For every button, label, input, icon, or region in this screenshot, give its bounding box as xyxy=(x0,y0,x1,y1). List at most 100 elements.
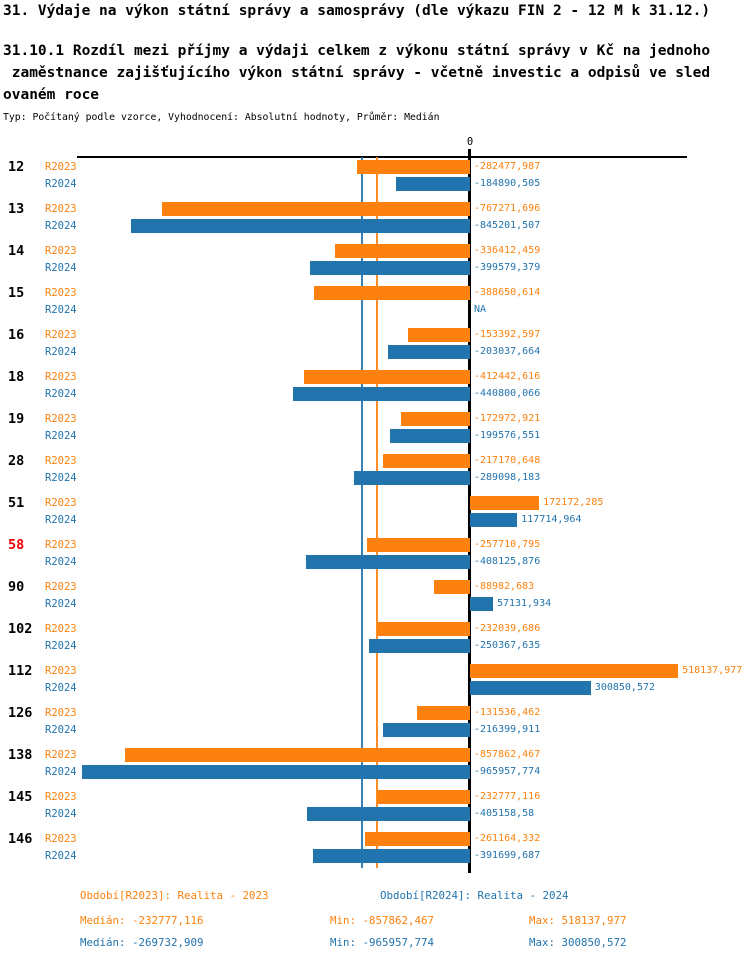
bar-r2023 xyxy=(366,538,470,552)
category-label: 146 xyxy=(8,831,33,847)
max-stat-r2023: Max: 518137,977 xyxy=(529,914,627,927)
value-label-r2024: -405158,58 xyxy=(474,808,535,819)
median-line-r2024 xyxy=(360,157,363,868)
series-label-r2024: R2024 xyxy=(45,514,77,526)
value-label-r2023: -131536,462 xyxy=(474,707,541,718)
bar-r2023 xyxy=(356,160,470,174)
series-label-r2023: R2023 xyxy=(45,833,77,845)
series-label-r2024: R2024 xyxy=(45,640,77,652)
meta-line: Typ: Počítaný podle vzorce, Vyhodnocení:… xyxy=(3,112,440,123)
bar-group: 13 R2023 -767271,696 R2024 -845201,507 xyxy=(0,202,750,233)
bar-r2024 xyxy=(395,177,470,191)
value-label-r2023: -257710,795 xyxy=(474,539,541,550)
category-label: 145 xyxy=(8,789,33,805)
series-label-r2023: R2023 xyxy=(45,707,77,719)
bar-r2024 xyxy=(309,261,470,275)
value-label-r2024: -399579,379 xyxy=(474,262,541,273)
bar-r2023 xyxy=(470,664,679,678)
bar-r2024 xyxy=(306,555,470,569)
min-stat-r2024: Min: -965957,774 xyxy=(330,936,435,949)
median-stat-r2023: Medián: -232777,116 xyxy=(80,914,204,927)
bar-r2023 xyxy=(400,412,470,426)
series-label-r2023: R2023 xyxy=(45,539,77,551)
bar-r2024 xyxy=(292,387,470,401)
series-label-r2023: R2023 xyxy=(45,161,77,173)
value-label-r2023: -767271,696 xyxy=(474,203,541,214)
series-label-r2023: R2023 xyxy=(45,413,77,425)
series-label-r2024: R2024 xyxy=(45,430,77,442)
series-label-r2024: R2024 xyxy=(45,766,77,778)
value-label-r2024: 300850,572 xyxy=(594,682,656,693)
median-stat-r2024: Medián: -269732,909 xyxy=(80,936,204,949)
bar-r2023 xyxy=(161,202,470,216)
value-label-r2023: -153392,597 xyxy=(474,329,541,340)
value-label-r2024: -408125,876 xyxy=(474,556,541,567)
bar-r2023 xyxy=(470,496,540,510)
category-label: 28 xyxy=(8,453,25,469)
value-label-r2024: -216399,911 xyxy=(474,724,541,735)
value-label-r2023: -282477,987 xyxy=(474,161,541,172)
series-label-r2024: R2024 xyxy=(45,262,77,274)
bar-r2024 xyxy=(307,807,470,821)
x-axis-line xyxy=(77,156,687,158)
bar-group: 15 R2023 -388650,614 R2024 NA xyxy=(0,286,750,317)
series-label-r2024: R2024 xyxy=(45,808,77,820)
bar-r2024 xyxy=(388,345,470,359)
value-label-r2024: 57131,934 xyxy=(496,598,552,609)
bar-group: 14 R2023 -336412,459 R2024 -399579,379 xyxy=(0,244,750,275)
max-stat-r2024: Max: 300850,572 xyxy=(529,936,627,949)
category-label: 138 xyxy=(8,747,33,763)
series-label-r2024: R2024 xyxy=(45,388,77,400)
bar-r2023 xyxy=(376,622,470,636)
bar-group: 112 R2023 518137,977 R2024 300850,572 xyxy=(0,664,750,695)
value-label-r2023: 518137,977 xyxy=(682,665,743,676)
series-label-r2024: R2024 xyxy=(45,682,77,694)
series-label-r2023: R2023 xyxy=(45,665,77,677)
category-label: 126 xyxy=(8,705,33,721)
value-label-r2023: -232039,686 xyxy=(474,623,541,634)
bar-r2023 xyxy=(382,454,470,468)
bar-r2023 xyxy=(313,286,470,300)
bar-r2023 xyxy=(376,790,470,804)
value-label-r2023: -88982,683 xyxy=(474,581,535,592)
value-label-r2023: -388650,614 xyxy=(474,287,541,298)
series-label-r2024: R2024 xyxy=(45,598,77,610)
value-label-r2024: 117714,964 xyxy=(521,514,582,525)
series-label-r2024: R2024 xyxy=(45,304,77,316)
category-label: 51 xyxy=(8,495,25,511)
value-label-r2024: -289098,183 xyxy=(474,472,541,483)
bar-r2024 xyxy=(470,681,591,695)
category-label: 102 xyxy=(8,621,33,637)
bar-r2024 xyxy=(383,723,470,737)
median-line-r2023 xyxy=(375,157,378,868)
bar-group: 28 R2023 -217170,648 R2024 -289098,183 xyxy=(0,454,750,485)
bar-group: 146 R2023 -261164,332 R2024 -391699,687 xyxy=(0,832,750,863)
value-label-r2024: -440800,066 xyxy=(474,388,541,399)
bar-group: 12 R2023 -282477,987 R2024 -184890,505 xyxy=(0,160,750,191)
subtitle-line-2: zaměstnance zajišťujícího výkon státní s… xyxy=(3,65,711,81)
period-label-r2023: Období[R2023]: Realita - 2023 xyxy=(80,889,269,902)
subtitle-line-1: 31.10.1 Rozdíl mezi příjmy a výdaji celk… xyxy=(3,43,711,59)
bar-r2024 xyxy=(130,219,470,233)
value-label-r2024: -199576,551 xyxy=(474,430,541,441)
series-label-r2024: R2024 xyxy=(45,346,77,358)
value-label-r2023: -261164,332 xyxy=(474,833,541,844)
category-label: 18 xyxy=(8,369,25,385)
bar-r2024 xyxy=(312,849,470,863)
page-title: 31. Výdaje na výkon státní správy a samo… xyxy=(3,3,711,19)
value-label-r2023: -217170,648 xyxy=(474,455,541,466)
bar-r2023 xyxy=(365,832,470,846)
series-label-r2023: R2023 xyxy=(45,455,77,467)
bar-group: 51 R2023 172172,285 R2024 117714,964 xyxy=(0,496,750,527)
value-label-r2023: -232777,116 xyxy=(474,791,541,802)
bar-group: 16 R2023 -153392,597 R2024 -203037,664 xyxy=(0,328,750,359)
bar-r2024 xyxy=(470,597,493,611)
bar-group: 145 R2023 -232777,116 R2024 -405158,58 xyxy=(0,790,750,821)
bar-r2024 xyxy=(353,471,470,485)
series-label-r2023: R2023 xyxy=(45,749,77,761)
bar-group: 18 R2023 -412442,616 R2024 -440800,066 xyxy=(0,370,750,401)
bar-r2023 xyxy=(125,748,470,762)
series-label-r2023: R2023 xyxy=(45,497,77,509)
value-label-r2024: -250367,635 xyxy=(474,640,541,651)
value-label-r2024: -965957,774 xyxy=(474,766,541,777)
